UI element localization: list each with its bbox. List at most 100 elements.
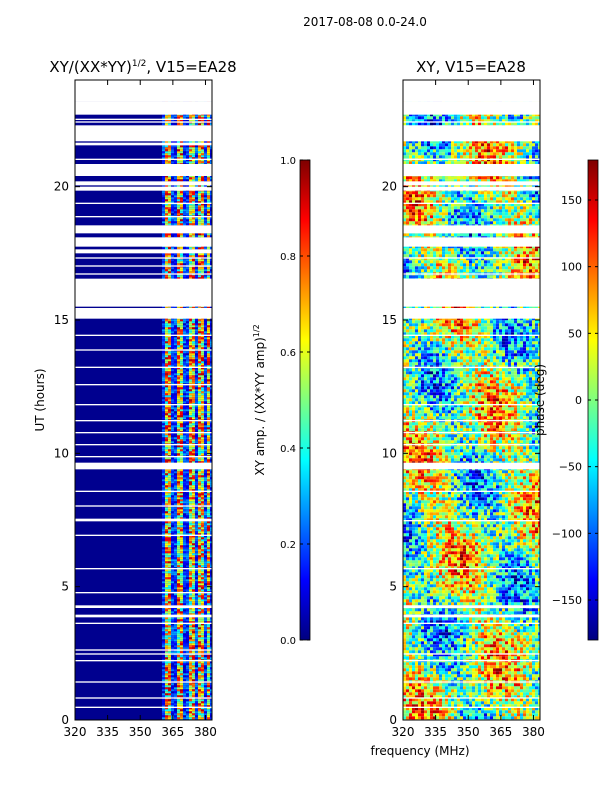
heatmap-cell [179, 219, 183, 222]
heatmap-cell [173, 645, 177, 648]
heatmap-cell [200, 627, 204, 630]
heatmap-cell [173, 335, 177, 338]
heatmap-cell [194, 389, 198, 392]
heatmap-cell [191, 271, 195, 274]
heatmap-cell [200, 477, 204, 480]
heatmap-cell [206, 575, 210, 578]
heatmap-cell [170, 429, 174, 432]
heatmap-cell [194, 359, 198, 362]
heatmap-cell [185, 493, 189, 496]
heatmap-cell [206, 147, 210, 150]
heatmap-cell [179, 599, 183, 602]
heatmap-cell [188, 415, 192, 418]
heatmap-cell [188, 631, 192, 634]
heatmap-cell [188, 421, 192, 424]
heatmap-cell [161, 609, 165, 612]
heatmap-cell [167, 549, 171, 552]
heatmap-cell [185, 203, 189, 206]
heatmap-cell [197, 459, 201, 462]
heatmap-cell [173, 397, 177, 400]
heatmap-cell [209, 475, 212, 478]
heatmap-cell [200, 509, 204, 512]
heatmap-cell [176, 157, 180, 160]
heatmap-cell [179, 179, 183, 182]
heatmap-cell [182, 367, 186, 370]
heatmap-cell [179, 543, 183, 546]
heatmap-cell [173, 155, 177, 158]
heatmap-cell [161, 483, 165, 486]
heatmap-cell [188, 539, 192, 542]
heatmap-cell [173, 507, 177, 510]
heatmap-cell [173, 575, 177, 578]
heatmap-cell [209, 213, 212, 216]
heatmap-cell [170, 657, 174, 660]
heatmap-cell [161, 581, 165, 584]
heatmap-cell [185, 557, 189, 560]
heatmap-cell [161, 607, 165, 610]
heatmap-cell [185, 437, 189, 440]
heatmap-cell [191, 327, 195, 330]
heatmap-cell [203, 517, 207, 520]
heatmap-cell [182, 687, 186, 690]
heatmap-cell [194, 665, 198, 668]
heatmap-cell [167, 489, 171, 492]
heatmap-cell [170, 485, 174, 488]
heatmap-cell [197, 381, 201, 384]
heatmap-cell [176, 147, 180, 150]
heatmap-cell [203, 405, 207, 408]
heatmap-cell [197, 601, 201, 604]
heatmap-cell [197, 657, 201, 660]
heatmap-cell [182, 633, 186, 636]
heatmap-cell [185, 663, 189, 666]
heatmap-cell [188, 437, 192, 440]
heatmap-cell [173, 633, 177, 636]
heatmap-cell [179, 457, 183, 460]
heatmap-cell [203, 629, 207, 632]
heatmap-cell [161, 487, 165, 490]
heatmap-cell [170, 539, 174, 542]
heatmap-cell [179, 483, 183, 486]
heatmap-cell [203, 391, 207, 394]
heatmap-cell [173, 149, 177, 152]
heatmap-cell [194, 451, 198, 454]
heatmap-cell [203, 409, 207, 412]
heatmap-cell [176, 345, 180, 348]
heatmap-cell [191, 533, 195, 536]
heatmap-cell [188, 331, 192, 334]
heatmap-cell [188, 469, 192, 472]
heatmap-cell [188, 341, 192, 344]
heatmap-cell [164, 221, 168, 224]
heatmap-cell [182, 339, 186, 342]
heatmap-cell [161, 473, 165, 476]
heatmap-cell [167, 559, 171, 562]
heatmap-cell [188, 327, 192, 330]
heatmap-cell [173, 635, 177, 638]
heatmap-cell [203, 361, 207, 364]
heatmap-cell [188, 483, 192, 486]
heatmap-cell [200, 141, 204, 144]
heatmap-cell [194, 427, 198, 430]
heatmap-cell [164, 117, 168, 120]
heatmap-cell [176, 219, 180, 222]
heatmap-cell [203, 207, 207, 210]
heatmap-cell [182, 555, 186, 558]
heatmap-cell [176, 145, 180, 148]
heatmap-cell [164, 665, 168, 668]
heatmap-cell [203, 439, 207, 442]
heatmap-cell [161, 663, 165, 666]
heatmap-cell [176, 213, 180, 216]
heatmap-cell [170, 639, 174, 642]
heatmap-cell [164, 209, 168, 212]
heatmap-cell [203, 661, 207, 664]
heatmap-cell [173, 319, 177, 322]
heatmap-cell [164, 671, 168, 674]
heatmap-cell [209, 355, 212, 358]
heatmap-cell [200, 585, 204, 588]
heatmap-cell [170, 235, 174, 238]
heatmap-cell [185, 353, 189, 356]
heatmap-cell [161, 593, 165, 596]
heatmap-cell [164, 563, 168, 566]
heatmap-cell [170, 459, 174, 462]
heatmap-cell [161, 457, 165, 460]
heatmap-cell [188, 381, 192, 384]
